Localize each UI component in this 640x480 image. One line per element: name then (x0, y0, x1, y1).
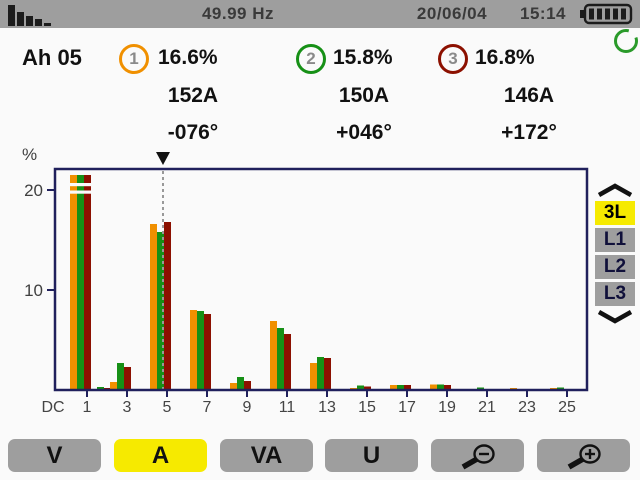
phase-option-l1[interactable]: L1 (595, 228, 635, 252)
phase-option-l2[interactable]: L2 (595, 255, 635, 279)
phase-1-amps: 152A (167, 84, 219, 107)
phase-2-badge: 2 (296, 44, 326, 74)
current-sensor-icon (614, 29, 638, 53)
zoom-in-icon (567, 443, 601, 469)
battery-bars (589, 8, 626, 20)
harmonic-bar (364, 386, 371, 390)
apparent-power-button[interactable]: VA (220, 439, 313, 472)
time-value: 15:14 (520, 4, 566, 23)
phase-3-amps: 146A (503, 84, 555, 107)
harmonics-mode-icon (8, 5, 51, 26)
harmonic-bar (204, 314, 211, 390)
chevron-down-icon[interactable] (596, 309, 634, 324)
phase-selector: 3L L1 L2 L3 (595, 183, 635, 327)
harmonic-bar (317, 357, 324, 390)
phase-2-percent: 15.8% (333, 46, 393, 69)
phase-1-angle: -076° (167, 121, 219, 144)
date-value: 20/06/04 (416, 4, 488, 23)
harmonic-bar (277, 328, 284, 390)
harmonic-bar (164, 222, 171, 390)
zoom-out-button[interactable] (431, 439, 524, 472)
phase-1-percent: 16.6% (158, 46, 218, 69)
harmonic-bar (230, 383, 237, 390)
harmonic-bar (77, 175, 84, 390)
zoom-out-icon (461, 443, 495, 469)
harmonic-bar (197, 311, 204, 390)
harmonic-bar (284, 334, 291, 390)
harmonic-bar (430, 384, 437, 390)
phase-option-l3[interactable]: L3 (595, 282, 635, 306)
x-tick-label: 7 (203, 399, 212, 416)
x-tick-label: 1 (83, 399, 92, 416)
y-axis-unit-label: % (22, 145, 37, 164)
harmonic-bar (124, 367, 131, 390)
x-tick-label: 11 (279, 399, 296, 416)
zoom-in-button[interactable] (537, 439, 630, 472)
harmonic-bar (190, 310, 197, 390)
harmonic-bar (324, 358, 331, 390)
x-tick-label: 17 (398, 399, 416, 416)
x-tick-label: 9 (243, 399, 252, 416)
scale-break (70, 190, 91, 194)
harmonic-bar (244, 381, 251, 390)
plot-border (53, 167, 589, 392)
line-voltage-button[interactable]: U (325, 439, 418, 472)
harmonic-bar (437, 384, 444, 390)
phase-3-percent: 16.8% (475, 46, 535, 69)
harmonic-bar (310, 363, 317, 390)
phase-option-3l[interactable]: 3L (595, 201, 635, 225)
harmonic-bar (70, 175, 77, 390)
scale-break (70, 183, 91, 187)
phase-1-badge: 1 (119, 44, 149, 74)
status-bar: 49.99 Hz 20/06/04 15:14 (0, 0, 640, 53)
harmonic-bar (117, 363, 124, 390)
y-tick-label: 10 (24, 281, 43, 300)
x-tick-label: 21 (478, 399, 496, 416)
harmonic-bar (97, 387, 104, 390)
phase-2-amps: 150A (338, 84, 390, 107)
harmonic-bar (84, 175, 91, 390)
harmonic-bar (404, 385, 411, 390)
current-button[interactable]: A (114, 439, 207, 472)
voltage-button[interactable]: V (8, 439, 101, 472)
x-tick-label: 5 (163, 399, 172, 416)
chevron-up-icon[interactable] (596, 183, 634, 198)
x-tick-label: DC (41, 399, 64, 416)
harmonic-bar (237, 377, 244, 390)
x-tick-label: 19 (438, 399, 456, 416)
harmonic-bar (444, 385, 451, 390)
y-tick-label: 20 (24, 181, 43, 200)
phase-2-angle: +046° (336, 121, 392, 144)
x-tick-label: 25 (558, 399, 576, 416)
harmonic-rank-label: Ah 05 (22, 45, 82, 70)
phase-3-angle: +172° (501, 121, 557, 144)
x-tick-label: 3 (123, 399, 132, 416)
x-tick-label: 13 (318, 399, 336, 416)
phase-3-badge: 3 (438, 44, 468, 74)
harmonic-bar (157, 232, 164, 390)
harmonic-bar (357, 385, 364, 390)
harmonic-bar (150, 224, 157, 390)
x-tick-label: 23 (518, 399, 536, 416)
function-button-bar: V A VA U (0, 439, 640, 473)
harmonic-bar (390, 385, 397, 390)
harmonic-bar (270, 321, 277, 390)
harmonic-bar (397, 385, 404, 390)
x-tick-label: 15 (358, 399, 376, 416)
phase-selector-options: 3L L1 L2 L3 (595, 201, 635, 306)
harmonic-bar (110, 382, 117, 390)
frequency-value: 49.99 Hz (201, 4, 275, 23)
battery-icon (580, 3, 633, 25)
cursor-marker[interactable] (156, 152, 170, 165)
